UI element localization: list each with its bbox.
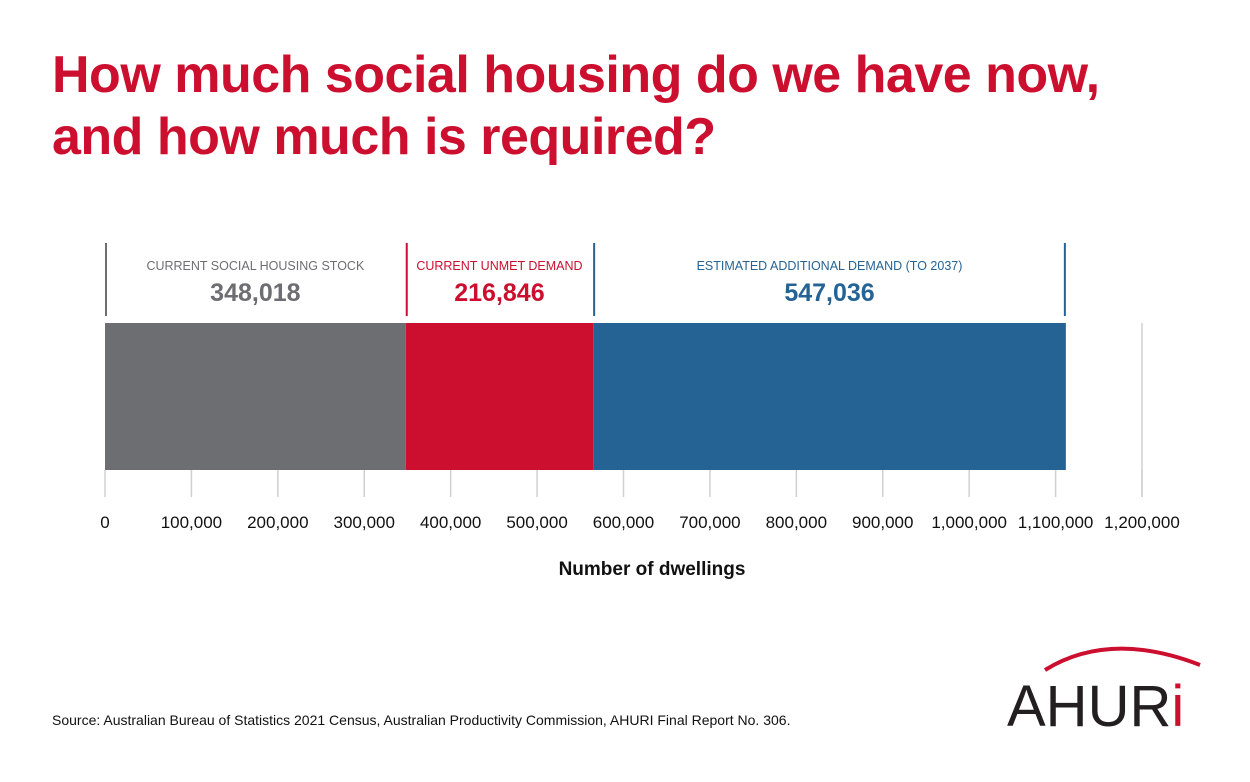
segment-label-2: CURRENT UNMET DEMAND xyxy=(416,259,582,273)
x-tick-label: 800,000 xyxy=(766,513,827,532)
logo-text: AHURi xyxy=(1007,674,1184,739)
x-tick-label: 1,200,000 xyxy=(1104,513,1180,532)
segment-value-1: 348,018 xyxy=(210,279,300,307)
segment-value-2: 216,846 xyxy=(454,279,544,307)
x-axis-label: Number of dwellings xyxy=(559,559,746,580)
bar-segment-3 xyxy=(593,323,1066,470)
title-line-1: How much social housing do we have now, xyxy=(52,46,1100,104)
x-tick-label: 600,000 xyxy=(593,513,654,532)
x-tick-label: 200,000 xyxy=(247,513,308,532)
x-tick-label: 0 xyxy=(100,513,109,532)
x-tick-label: 900,000 xyxy=(852,513,913,532)
x-tick-label: 100,000 xyxy=(161,513,222,532)
x-tick-label: 500,000 xyxy=(506,513,567,532)
x-tick-label: 1,000,000 xyxy=(931,513,1007,532)
bar-segment-1 xyxy=(105,323,406,470)
ahuri-logo: AHURi xyxy=(1007,646,1201,739)
segment-label-1: CURRENT SOCIAL HOUSING STOCK xyxy=(146,259,365,273)
segment-value-3: 547,036 xyxy=(784,279,874,307)
x-tick-label: 300,000 xyxy=(334,513,395,532)
segment-label-3: ESTIMATED ADDITIONAL DEMAND (TO 2037) xyxy=(697,259,963,273)
x-tick-label: 1,100,000 xyxy=(1018,513,1094,532)
bar-segment-2 xyxy=(405,323,594,470)
x-tick-label: 700,000 xyxy=(679,513,740,532)
x-tick-label: 400,000 xyxy=(420,513,481,532)
source-note: Source: Australian Bureau of Statistics … xyxy=(52,712,791,728)
chart-title: How much social housing do we have now, … xyxy=(52,44,1100,168)
logo-arc xyxy=(1043,646,1201,672)
title-line-2: and how much is required? xyxy=(52,108,716,166)
